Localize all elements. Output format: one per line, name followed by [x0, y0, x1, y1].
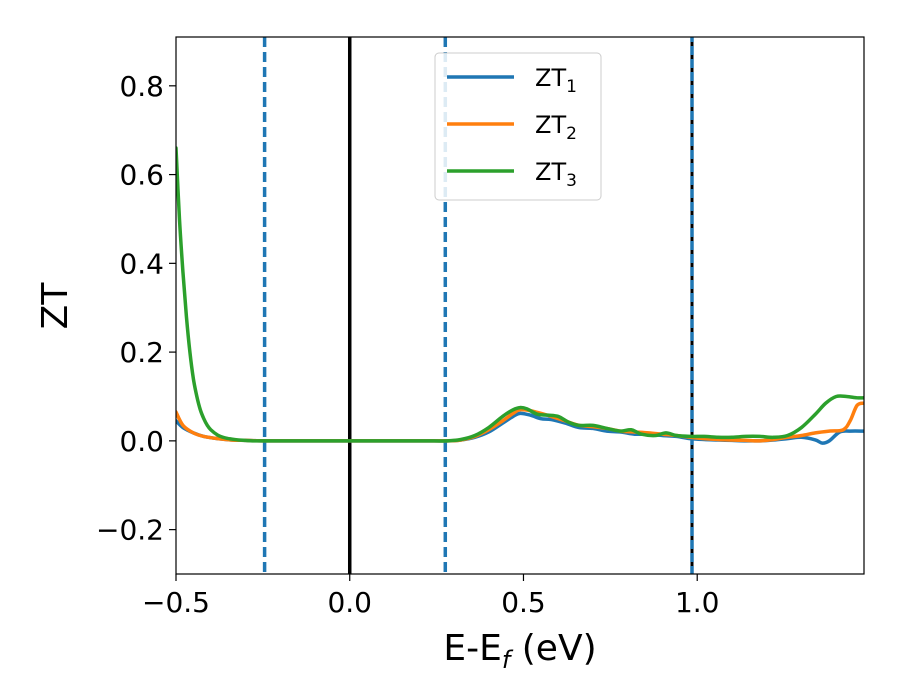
y-axis-ticks: −0.2 0.0 0.2 0.4 0.6 0.8 — [96, 70, 176, 547]
x-axis-label: E-Ef (eV) — [443, 628, 596, 674]
x-tick-label: 1.0 — [675, 586, 720, 619]
y-tick-label: 0.8 — [119, 70, 164, 103]
legend-item-3: ZT3 — [447, 158, 577, 191]
y-tick-label: −0.2 — [96, 514, 164, 547]
legend-label: ZT3 — [535, 158, 577, 191]
legend-box — [434, 52, 602, 201]
x-axis-ticks: −0.5 0.0 0.5 1.0 — [142, 574, 719, 619]
x-tick-label: −0.5 — [142, 586, 210, 619]
y-tick-label: 0.4 — [119, 247, 164, 280]
y-axis-label: ZT — [35, 282, 76, 330]
legend-label: ZT1 — [535, 64, 577, 97]
legend-item-1: ZT1 — [447, 64, 577, 97]
y-tick-label: 0.6 — [119, 159, 164, 192]
plot-frame — [175, 36, 865, 575]
series-lines — [176, 146, 864, 445]
series-line-1 — [176, 411, 864, 445]
reference-lines — [262, 37, 694, 574]
x-tick-label: 0.5 — [501, 586, 546, 619]
legend-item-2: ZT2 — [447, 111, 577, 144]
legend: ZT1 ZT2 ZT3 — [434, 52, 602, 201]
y-tick-label: 0.0 — [119, 425, 164, 458]
legend-label: ZT2 — [535, 111, 577, 144]
x-tick-label: 0.0 — [327, 586, 372, 619]
series-line-3 — [176, 146, 864, 443]
y-tick-label: 0.2 — [119, 336, 164, 369]
